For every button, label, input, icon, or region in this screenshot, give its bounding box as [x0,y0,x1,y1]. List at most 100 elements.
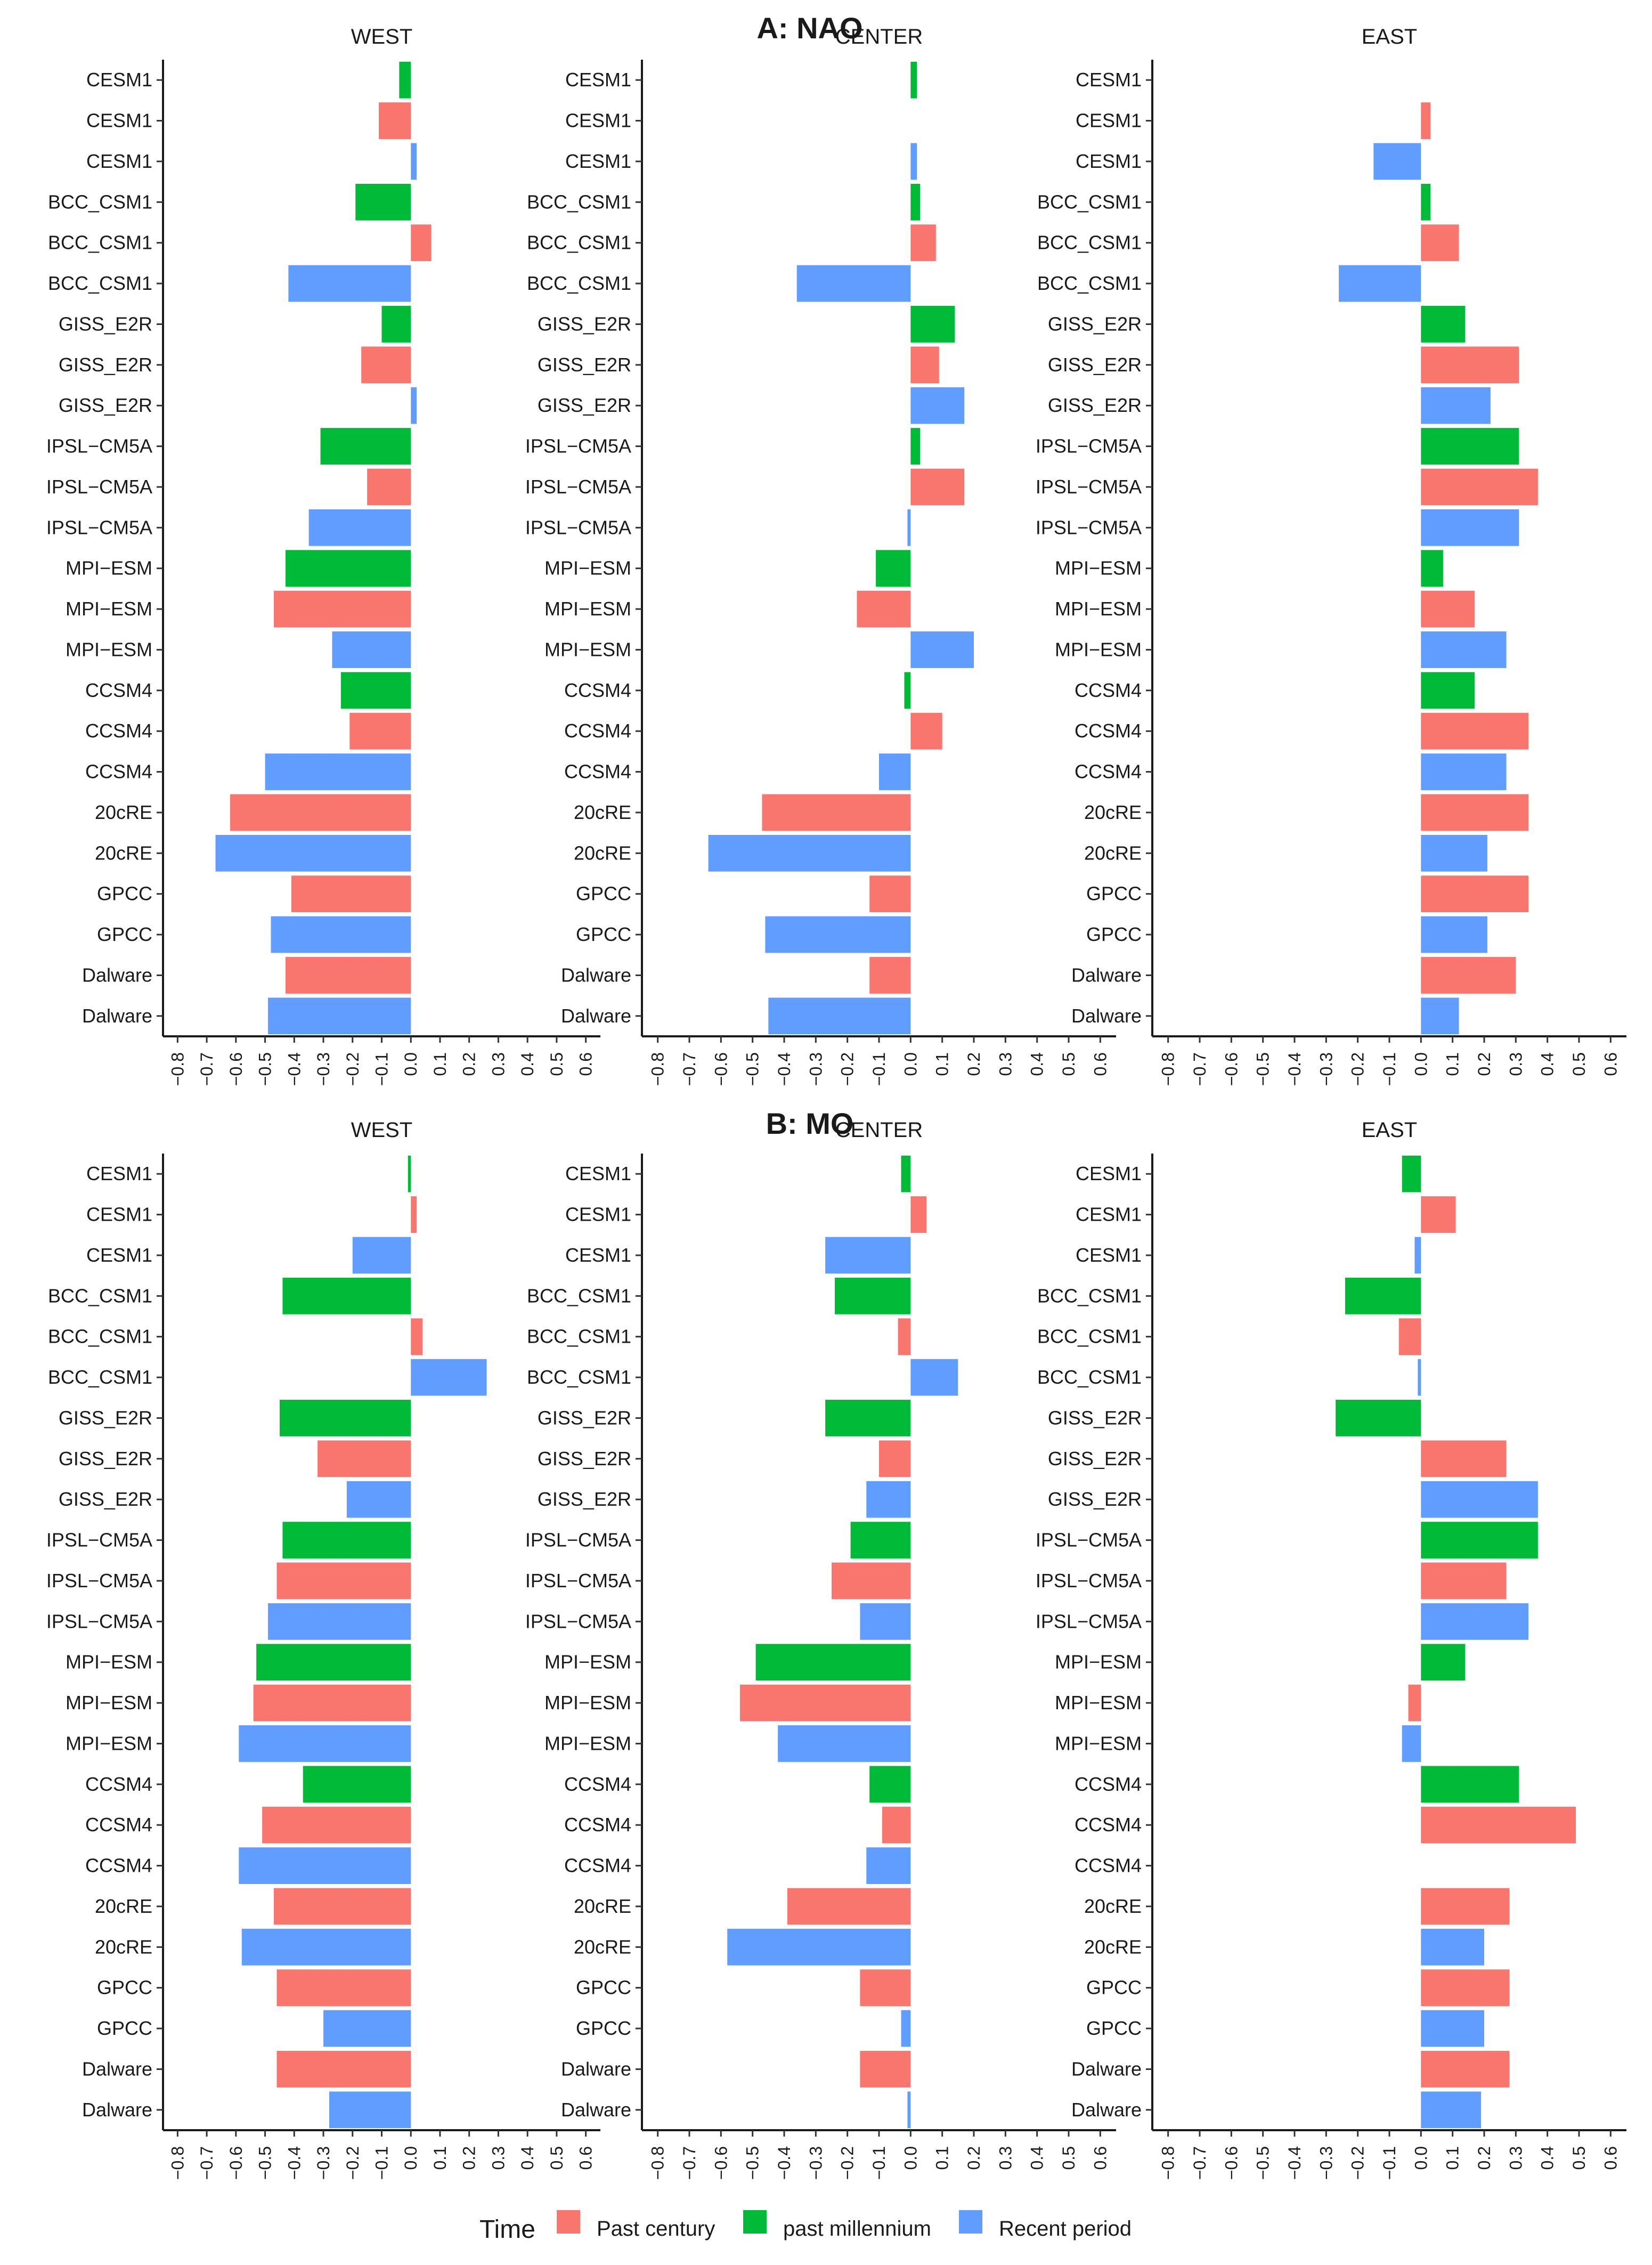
x-tick-label: 0.1 [1443,1052,1462,1076]
category-label: MPI−ESM [544,1651,631,1673]
bar [1421,753,1507,790]
category-label: GISS_E2R [538,1407,631,1428]
bar [796,265,911,302]
category-label: BCC_CSM1 [48,191,152,213]
category-label: CESM1 [565,110,631,132]
bar [1421,1644,1466,1681]
bar [1418,1359,1421,1396]
bar [869,957,911,994]
bar [1421,1928,1484,1966]
bar [1421,346,1519,384]
x-tick-label: 0.5 [1569,2146,1589,2170]
facet-title: CENTER [835,25,923,48]
x-tick-label: −0.1 [1380,1052,1399,1086]
category-label: CESM1 [86,1204,152,1225]
x-tick-label: 0.6 [576,1052,596,1076]
bar [869,875,911,913]
bar [910,61,917,99]
bar [1421,1603,1529,1640]
x-tick-label: 0.2 [460,1052,479,1076]
category-label: BCC_CSM1 [48,232,152,254]
x-tick-label: −0.5 [256,2146,275,2180]
bar [832,1562,911,1600]
bar [1398,1318,1421,1355]
bar [308,509,411,546]
bar [898,1318,911,1355]
category-label: GISS_E2R [59,313,152,335]
bar [727,1928,911,1966]
bar [765,916,911,953]
x-tick-label: 0.4 [518,2146,537,2170]
x-tick-label: 0.1 [933,2146,952,2170]
bar [834,1277,911,1314]
x-tick-label: 0.0 [401,2146,420,2170]
bar [860,1969,911,2007]
bar [778,1725,911,1762]
x-tick-label: 0.5 [547,2146,566,2170]
category-label: CESM1 [86,1244,152,1266]
bar [825,1237,911,1274]
category-label: IPSL−CM5A [525,1529,631,1551]
x-tick-label: −0.6 [1222,2146,1241,2180]
bar [1402,1725,1421,1762]
x-tick-label: −0.4 [1285,1052,1304,1086]
x-tick-label: −0.8 [648,2146,668,2180]
category-label: BCC_CSM1 [527,1326,631,1347]
bar [910,306,955,343]
x-tick-label: −0.5 [1254,2146,1273,2180]
bar [1421,997,1459,1035]
x-tick-label: −0.7 [1190,2146,1209,2180]
bar [361,346,411,384]
x-tick-label: 0.5 [547,1052,566,1076]
bar [1421,631,1507,668]
x-tick-label: 0.1 [430,2146,450,2170]
x-tick-label: 0.5 [1569,1052,1589,1076]
bar [346,1481,411,1518]
bar [907,2091,911,2129]
bar [268,1603,411,1640]
category-label: CCSM4 [85,679,152,701]
category-label: BCC_CSM1 [1037,1326,1142,1347]
category-label: Dalware [561,1005,631,1027]
x-tick-label: 0.4 [1028,2146,1047,2170]
category-label: GISS_E2R [538,1488,631,1510]
category-label: CCSM4 [564,1855,631,1877]
category-label: MPI−ESM [544,557,631,579]
bar [1421,1766,1519,1803]
category-label: CESM1 [1076,1204,1142,1225]
category-label: GPCC [1086,1977,1142,1999]
x-tick-label: −0.6 [226,1052,246,1086]
bar [241,1928,411,1966]
x-tick-label: −0.2 [343,1052,362,1086]
bar [1421,1888,1510,1925]
x-tick-label: 0.0 [901,2146,920,2170]
legend-label-recent-period: Recent period [999,2217,1132,2240]
x-tick-label: 0.3 [996,1052,1015,1076]
x-tick-label: −0.4 [775,1052,794,1086]
category-label: CCSM4 [564,720,631,742]
bar [1345,1277,1421,1314]
bar [866,1481,911,1518]
category-label: CESM1 [565,1163,631,1184]
x-tick-label: 0.2 [460,2146,479,2170]
category-label: MPI−ESM [544,598,631,620]
category-label: GPCC [1086,923,1142,945]
x-tick-label: −0.4 [284,2146,304,2180]
panel-title: B: MO [766,1107,854,1140]
facet-east: EAST −0.8 −0.7 −0.6 −0.5 −0.4 −0.3 −0.2 −0.1 0.0 0… [1036,25,1626,1086]
category-label: BCC_CSM1 [1037,1285,1142,1306]
bar [323,2010,411,2047]
category-label: GISS_E2R [1048,354,1142,376]
bar [340,672,411,709]
bar [1421,2051,1510,2088]
category-label: IPSL−CM5A [525,516,631,538]
bar [1336,1400,1421,1436]
x-tick-label: −0.3 [314,2146,333,2180]
x-tick-label: 0.0 [401,1052,420,1076]
category-label: 20cRE [1084,1936,1142,1958]
bar [910,346,939,384]
category-label: MPI−ESM [544,1692,631,1714]
category-label: BCC_CSM1 [48,1326,152,1347]
category-label: CCSM4 [85,720,152,742]
